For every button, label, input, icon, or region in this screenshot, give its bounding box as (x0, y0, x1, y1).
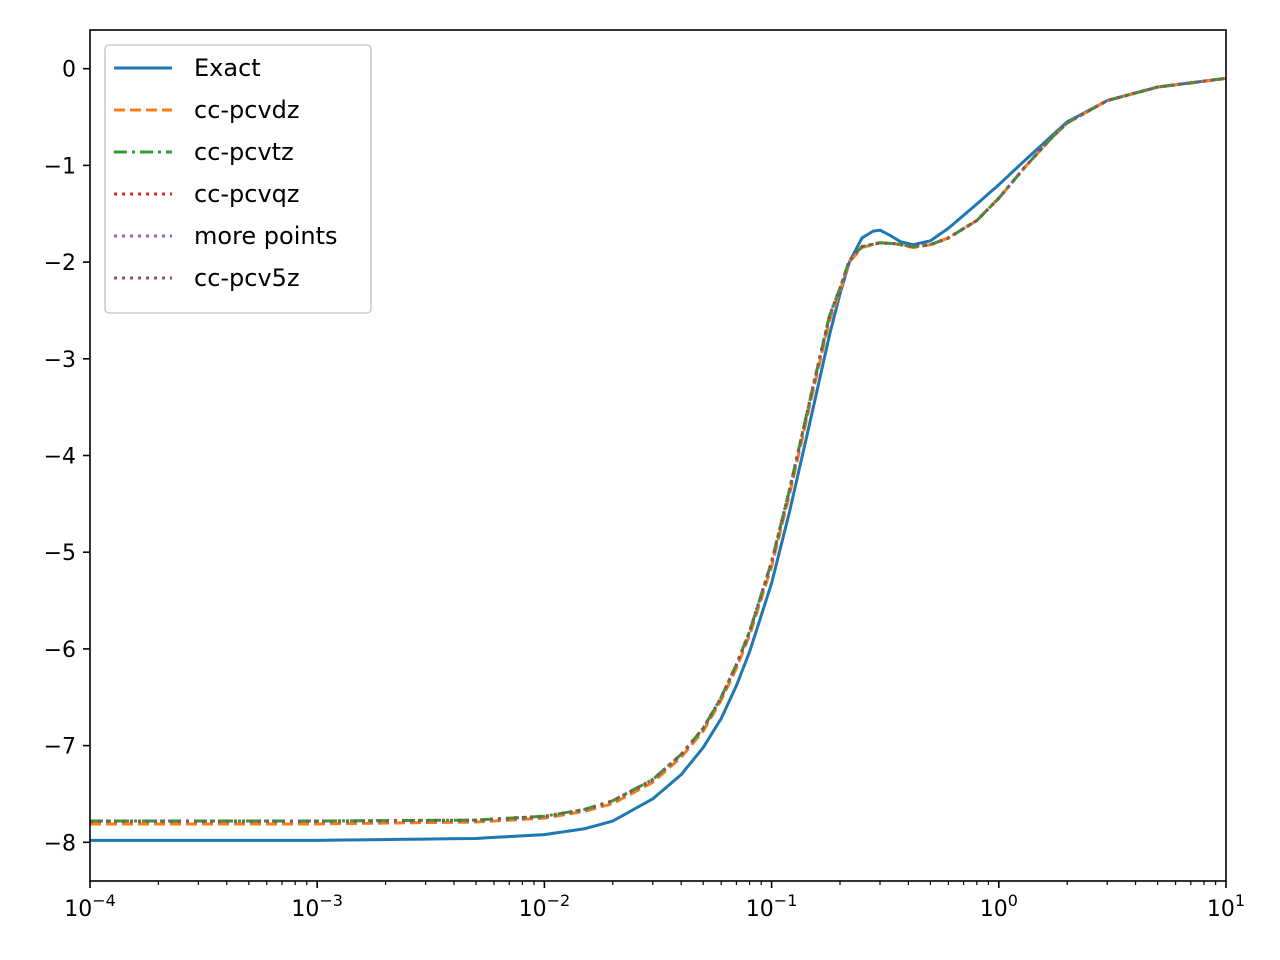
series-line-exact (90, 76, 1226, 842)
x-tick-base: 10 (291, 897, 319, 922)
x-tick-label: 10−3 (291, 891, 343, 922)
series-line-cc-pcv5z (90, 76, 1226, 823)
x-tick-base: 10 (519, 897, 547, 922)
y-tick-label: −6 (44, 638, 76, 663)
x-tick-base: 10 (1207, 897, 1235, 922)
x-tick-base: 10 (746, 897, 774, 922)
y-tick-label: −4 (44, 445, 76, 470)
legend-label: Exact (194, 54, 261, 82)
y-tick-label: −8 (44, 831, 76, 856)
axis-ticks: 0−1−2−3−4−5−6−7−810−4 10−3 10−2 10−1 100 101 (44, 58, 1246, 922)
y-tick-label: −2 (44, 251, 76, 276)
x-tick-base: 10 (980, 897, 1008, 922)
legend: Exact cc-pcvdz cc-pcvtz cc-pcvqz more points… (104, 44, 372, 314)
x-tick-base: 10 (64, 897, 92, 922)
legend-label: cc-pcvqz (194, 180, 300, 208)
x-tick-exponent: −3 (319, 891, 343, 910)
x-tick-exponent: 1 (1235, 891, 1245, 910)
y-tick-label: −7 (44, 735, 76, 760)
legend-box (104, 44, 372, 314)
y-tick-label: 0 (62, 58, 76, 83)
x-tick-exponent: −1 (774, 891, 798, 910)
x-tick-label: 10−1 (746, 891, 798, 922)
x-tick-exponent: −4 (92, 891, 116, 910)
x-tick-exponent: 0 (1008, 891, 1018, 910)
axes-frame (89, 29, 1227, 882)
series-line-cc-pcvtz (90, 76, 1226, 823)
legend-label: cc-pcvdz (194, 96, 300, 124)
y-tick-label: −1 (44, 154, 76, 179)
legend-label: cc-pcv5z (194, 264, 300, 292)
x-tick-label: 10−2 (519, 891, 571, 922)
y-tick-label: −3 (44, 348, 76, 373)
x-tick-label: 10−4 (64, 891, 116, 922)
legend-label: more points (194, 222, 338, 250)
x-tick-label: 100 (980, 891, 1018, 922)
x-tick-label: 101 (1207, 891, 1245, 922)
y-tick-label: −5 (44, 541, 76, 566)
legend-label: cc-pcvtz (194, 138, 294, 166)
series-lines (90, 76, 1226, 842)
plot-area (90, 76, 1226, 842)
x-tick-exponent: −2 (547, 891, 571, 910)
